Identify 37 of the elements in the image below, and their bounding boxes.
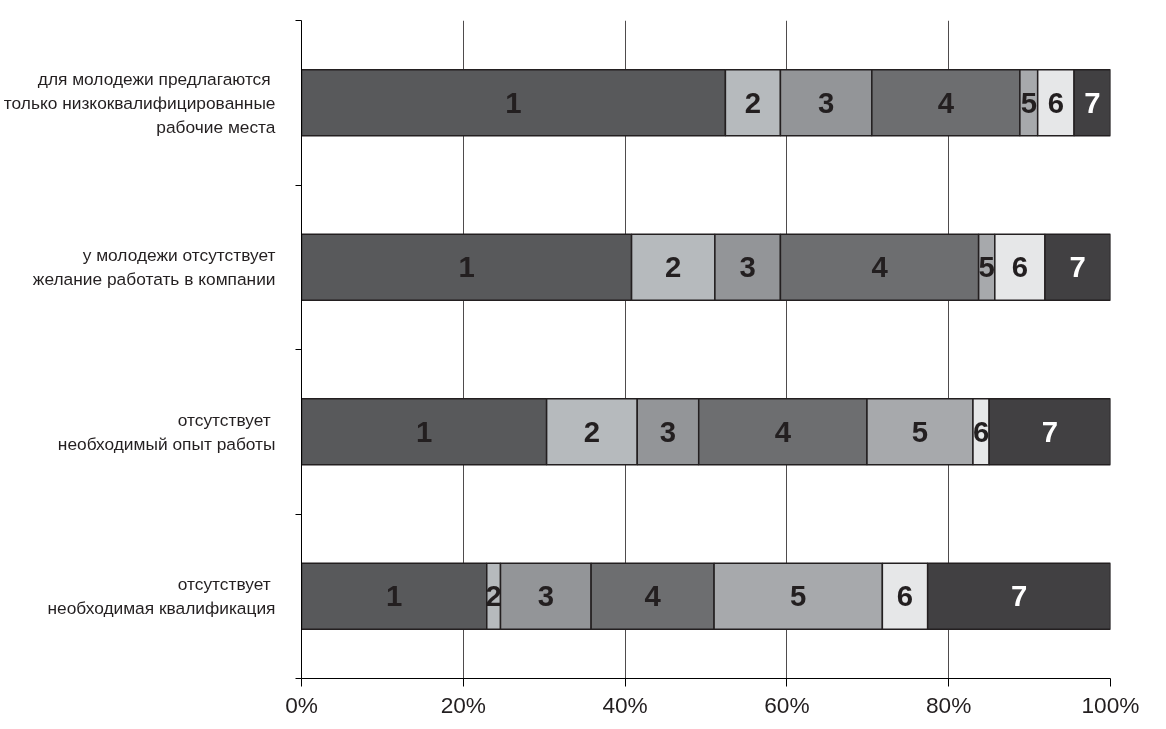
x-tick-label: 60% <box>764 691 810 718</box>
x-tick-label: 0% <box>285 691 318 718</box>
text: 6 <box>896 579 914 613</box>
text: 4 <box>644 579 661 613</box>
text: 2 <box>665 250 682 284</box>
x-tick-label: 40% <box>602 691 648 718</box>
series-label: 4 <box>774 414 792 448</box>
text: 1 <box>505 85 522 119</box>
y-tick-label: отсутствует необходимая квалификация <box>47 574 276 619</box>
x-tick-label: 80% <box>926 691 972 718</box>
series-label: 5 <box>978 250 995 284</box>
text: 7 <box>1010 579 1028 613</box>
text: 7 <box>1069 250 1086 284</box>
x-tick-label: 20% <box>440 691 486 718</box>
series-label: 1 <box>415 414 433 448</box>
text: 4 <box>871 250 888 284</box>
x-tick-label: 100% <box>1081 691 1140 718</box>
series-label: 7 <box>1084 85 1101 119</box>
text: 3 <box>537 579 554 613</box>
y-tick-label: отсутствует необходимый опыт работы <box>57 409 276 454</box>
text: 3 <box>739 250 756 284</box>
y-tick-label: для молодежи предлагаются только низкоквалифицированные рабочие места <box>3 68 276 137</box>
text: 5 <box>790 579 807 613</box>
text: 6 <box>1047 85 1065 119</box>
text: 4 <box>937 85 955 119</box>
y-tick-label: у молодежи отсутствует желание работать в компании <box>32 245 276 290</box>
text: 5 <box>1020 85 1037 119</box>
text: 1 <box>385 579 403 613</box>
series-label: 2 <box>485 579 502 613</box>
text: 3 <box>817 85 835 119</box>
text: 2 <box>744 85 762 119</box>
text: 1 <box>458 250 475 284</box>
text: 5 <box>911 414 929 448</box>
text: 6 <box>1011 250 1029 284</box>
text: 7 <box>1041 414 1058 448</box>
series-label: 3 <box>659 414 677 448</box>
text: 2 <box>583 414 601 448</box>
